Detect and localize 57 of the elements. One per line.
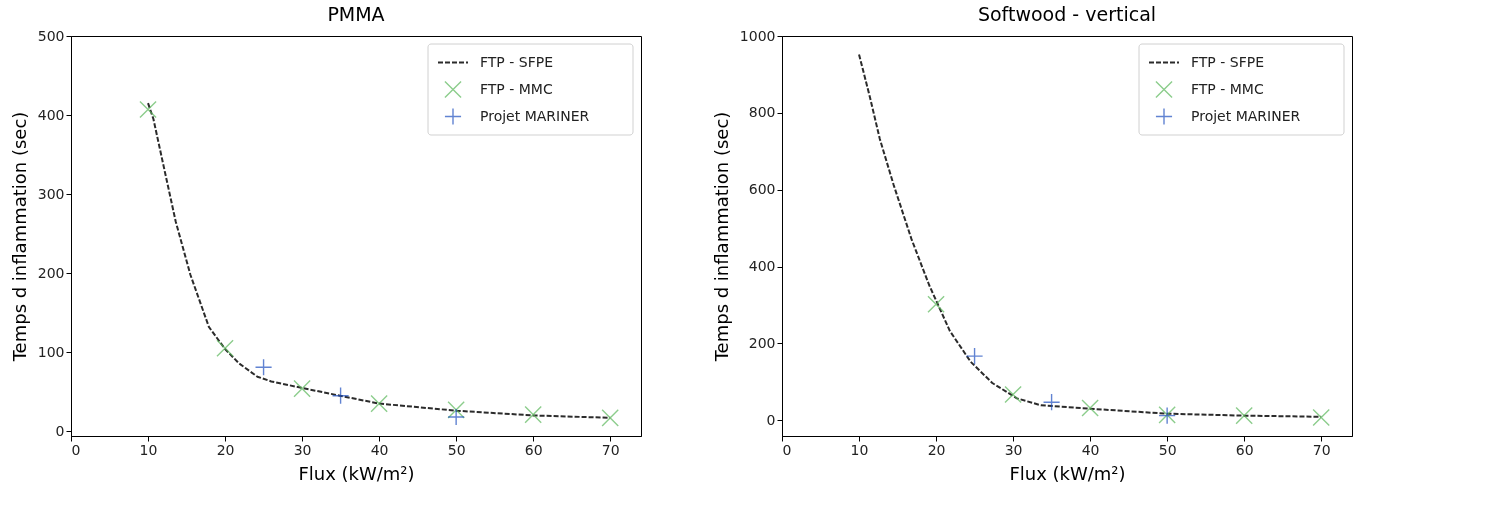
point — [1004, 385, 1022, 404]
chart-title: PMMA — [327, 3, 385, 25]
y-axis-title: Temps d inflammation (sec) — [8, 111, 30, 363]
legend-label: FTP - MMC — [1191, 80, 1264, 97]
legend-label: FTP - SFPE — [1191, 53, 1264, 70]
x-tick-label: 50 — [447, 441, 466, 458]
y-tick-label: 800 — [748, 104, 776, 121]
point — [293, 379, 311, 398]
x-tick-label: 0 — [782, 441, 792, 458]
legend-label: Projet MARINER — [1191, 107, 1301, 124]
x-tick-label: 20 — [927, 441, 946, 458]
y-tick-label: 400 — [748, 258, 776, 275]
point — [601, 409, 619, 427]
x-tick-label: 70 — [601, 441, 620, 458]
x-tick-label: 30 — [293, 441, 312, 458]
point — [139, 100, 157, 119]
x-tick-label: 20 — [216, 441, 235, 458]
y-tick-label: 100 — [37, 343, 65, 360]
point — [524, 405, 542, 424]
x-tick-label: 30 — [1004, 441, 1023, 458]
x-tick-label: 60 — [524, 441, 543, 458]
x-axis-title: Flux (kW/m²) — [298, 462, 415, 484]
point — [927, 295, 945, 313]
y-tick-label: 0 — [766, 411, 776, 428]
y-tick-label: 0 — [55, 422, 65, 439]
x-tick-label: 0 — [71, 441, 81, 458]
x-tick-label: 40 — [1081, 441, 1100, 458]
y-tick-label: 200 — [37, 264, 65, 281]
y-tick-label: 600 — [748, 181, 776, 198]
y-tick-label: 1000 — [739, 27, 776, 44]
point — [1235, 406, 1253, 425]
legend-label: FTP - SFPE — [480, 53, 553, 70]
x-tick-label: 70 — [1312, 441, 1331, 458]
point — [1042, 393, 1061, 411]
point — [965, 347, 984, 365]
point — [370, 394, 388, 413]
y-tick-label: 300 — [37, 185, 65, 202]
x-tick-label: 10 — [850, 441, 869, 458]
point — [447, 408, 465, 426]
y-tick-label: 500 — [37, 27, 65, 44]
point — [331, 386, 350, 405]
point — [216, 339, 234, 358]
point — [1312, 408, 1330, 427]
x-tick-label: 50 — [1158, 441, 1177, 458]
x-axis-title: Flux (kW/m²) — [1009, 462, 1126, 484]
x-tick-label: 60 — [1235, 441, 1254, 458]
legend-label: FTP - MMC — [480, 80, 553, 97]
legend-label: Projet MARINER — [480, 107, 590, 124]
x-tick-label: 10 — [139, 441, 158, 458]
x-tick-label: 40 — [370, 441, 389, 458]
point — [447, 401, 465, 419]
point — [254, 358, 273, 376]
point — [1081, 399, 1099, 417]
chart-title: Softwood - vertical — [977, 3, 1157, 25]
y-tick-label: 400 — [37, 106, 65, 123]
y-tick-label: 200 — [748, 334, 776, 351]
y-axis-title: Temps d inflammation (sec) — [710, 111, 732, 363]
